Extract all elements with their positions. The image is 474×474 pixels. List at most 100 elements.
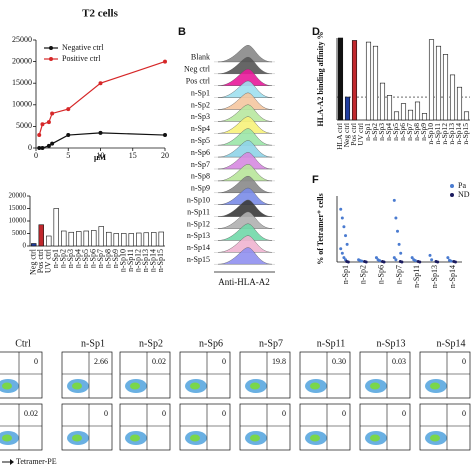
- point: [344, 234, 348, 238]
- x-tick-label: n-Sp14: [448, 265, 457, 288]
- x-tick-label: Neg ctrl: [29, 248, 38, 275]
- percent-label: 0.30: [332, 357, 346, 366]
- row-label: n-Sp6: [191, 148, 210, 157]
- x-tick-label: n-Sp4: [74, 249, 83, 268]
- histogram: [217, 199, 273, 217]
- cell-core: [2, 434, 12, 442]
- row-label: n-Sp13: [187, 231, 210, 240]
- point: [339, 207, 343, 211]
- x-tick-label: n-Sp15: [461, 123, 470, 145]
- bar: [113, 233, 119, 247]
- legend-marker: [49, 57, 53, 61]
- point: [66, 107, 71, 112]
- row-label: n-Sp3: [191, 112, 210, 121]
- cell-core: [190, 382, 200, 390]
- y-tick-label: 0: [28, 143, 32, 152]
- point: [37, 146, 42, 150]
- percent-label: 0.03: [392, 357, 406, 366]
- point: [345, 242, 349, 246]
- point: [394, 258, 398, 262]
- point: [436, 260, 440, 264]
- point: [40, 122, 45, 127]
- bar: [365, 41, 372, 121]
- x-tick-label: n-Sp8: [412, 123, 421, 141]
- bar: [414, 101, 421, 121]
- histogram: [217, 80, 273, 98]
- histogram: [217, 56, 273, 74]
- cell-core: [130, 382, 140, 390]
- point: [382, 260, 386, 264]
- histogram: [217, 211, 273, 229]
- bar: [421, 113, 428, 121]
- x-tick-label: n-Sp10: [119, 249, 128, 272]
- percent-label: 19.8: [272, 357, 286, 366]
- histogram: [217, 223, 273, 241]
- bar: [407, 109, 414, 121]
- percent-label: 0: [402, 409, 406, 418]
- x-tick-label: 15: [129, 151, 137, 160]
- panel-letter: D: [312, 26, 320, 38]
- x-tick-label: 0: [34, 151, 38, 160]
- bar: [143, 232, 149, 247]
- x-tick-label: n-Sp12: [440, 123, 449, 145]
- legend-marker: [450, 193, 454, 197]
- x-tick-label: Pos ctrl: [349, 123, 358, 146]
- histogram: [217, 175, 273, 193]
- histogram: [217, 45, 273, 63]
- x-tick-label: n-Sp10: [426, 123, 435, 145]
- bar: [61, 230, 67, 247]
- x-tick-label: n-Sp1: [363, 123, 372, 141]
- point: [453, 260, 457, 264]
- point: [346, 260, 350, 264]
- legend-label: Negative ctrl: [62, 43, 104, 52]
- histogram: [217, 104, 273, 122]
- bar: [442, 54, 449, 121]
- x-tick-label: n-Sp13: [141, 249, 150, 272]
- point: [163, 133, 167, 138]
- x-tick-label: n-Sp3: [377, 123, 386, 141]
- y-tick-label: 15000: [12, 78, 32, 87]
- x-axis-label: μM: [94, 153, 107, 162]
- panel-label: n-Sp1: [81, 338, 105, 349]
- x-tick-label: n-Sp4: [384, 123, 393, 141]
- bar: [456, 86, 463, 121]
- x-tick-label: n-Sp13: [447, 123, 456, 145]
- point: [50, 141, 55, 146]
- legend-marker: [450, 184, 454, 188]
- cell-core: [310, 382, 320, 390]
- x-tick-label: n-Sp9: [111, 249, 120, 268]
- cell-core: [430, 434, 440, 442]
- histogram: [217, 92, 273, 110]
- point: [410, 256, 414, 260]
- legend-label: Pa: [458, 181, 466, 190]
- point: [397, 242, 401, 246]
- y-tick-label: 20000: [12, 56, 32, 65]
- bar: [68, 231, 74, 247]
- point: [40, 146, 45, 150]
- bar: [128, 233, 134, 247]
- row-label: n-Sp4: [191, 124, 210, 133]
- cell-core: [72, 382, 82, 390]
- x-tick-label: n-Sp12: [134, 249, 143, 272]
- bar: [344, 96, 351, 121]
- row-label: n-Sp12: [187, 219, 210, 228]
- legend-label: ND: [458, 190, 470, 199]
- cell-core: [2, 382, 12, 390]
- point: [428, 253, 432, 257]
- percent-label: 0: [34, 357, 38, 366]
- histogram: [217, 140, 273, 158]
- bar: [158, 231, 164, 247]
- y-tick-label: 5000: [12, 229, 27, 237]
- x-tick-label: Pos ctrl: [36, 248, 45, 273]
- panel-label: n-Sp6: [199, 338, 223, 349]
- percent-label: 0: [282, 409, 286, 418]
- panel-label: n-Sp13: [377, 338, 406, 349]
- row-label: n-Sp14: [187, 243, 210, 252]
- point: [50, 111, 55, 116]
- bar: [38, 224, 44, 247]
- bar: [136, 232, 142, 247]
- point: [339, 247, 343, 251]
- point: [449, 259, 453, 263]
- cell-core: [370, 434, 380, 442]
